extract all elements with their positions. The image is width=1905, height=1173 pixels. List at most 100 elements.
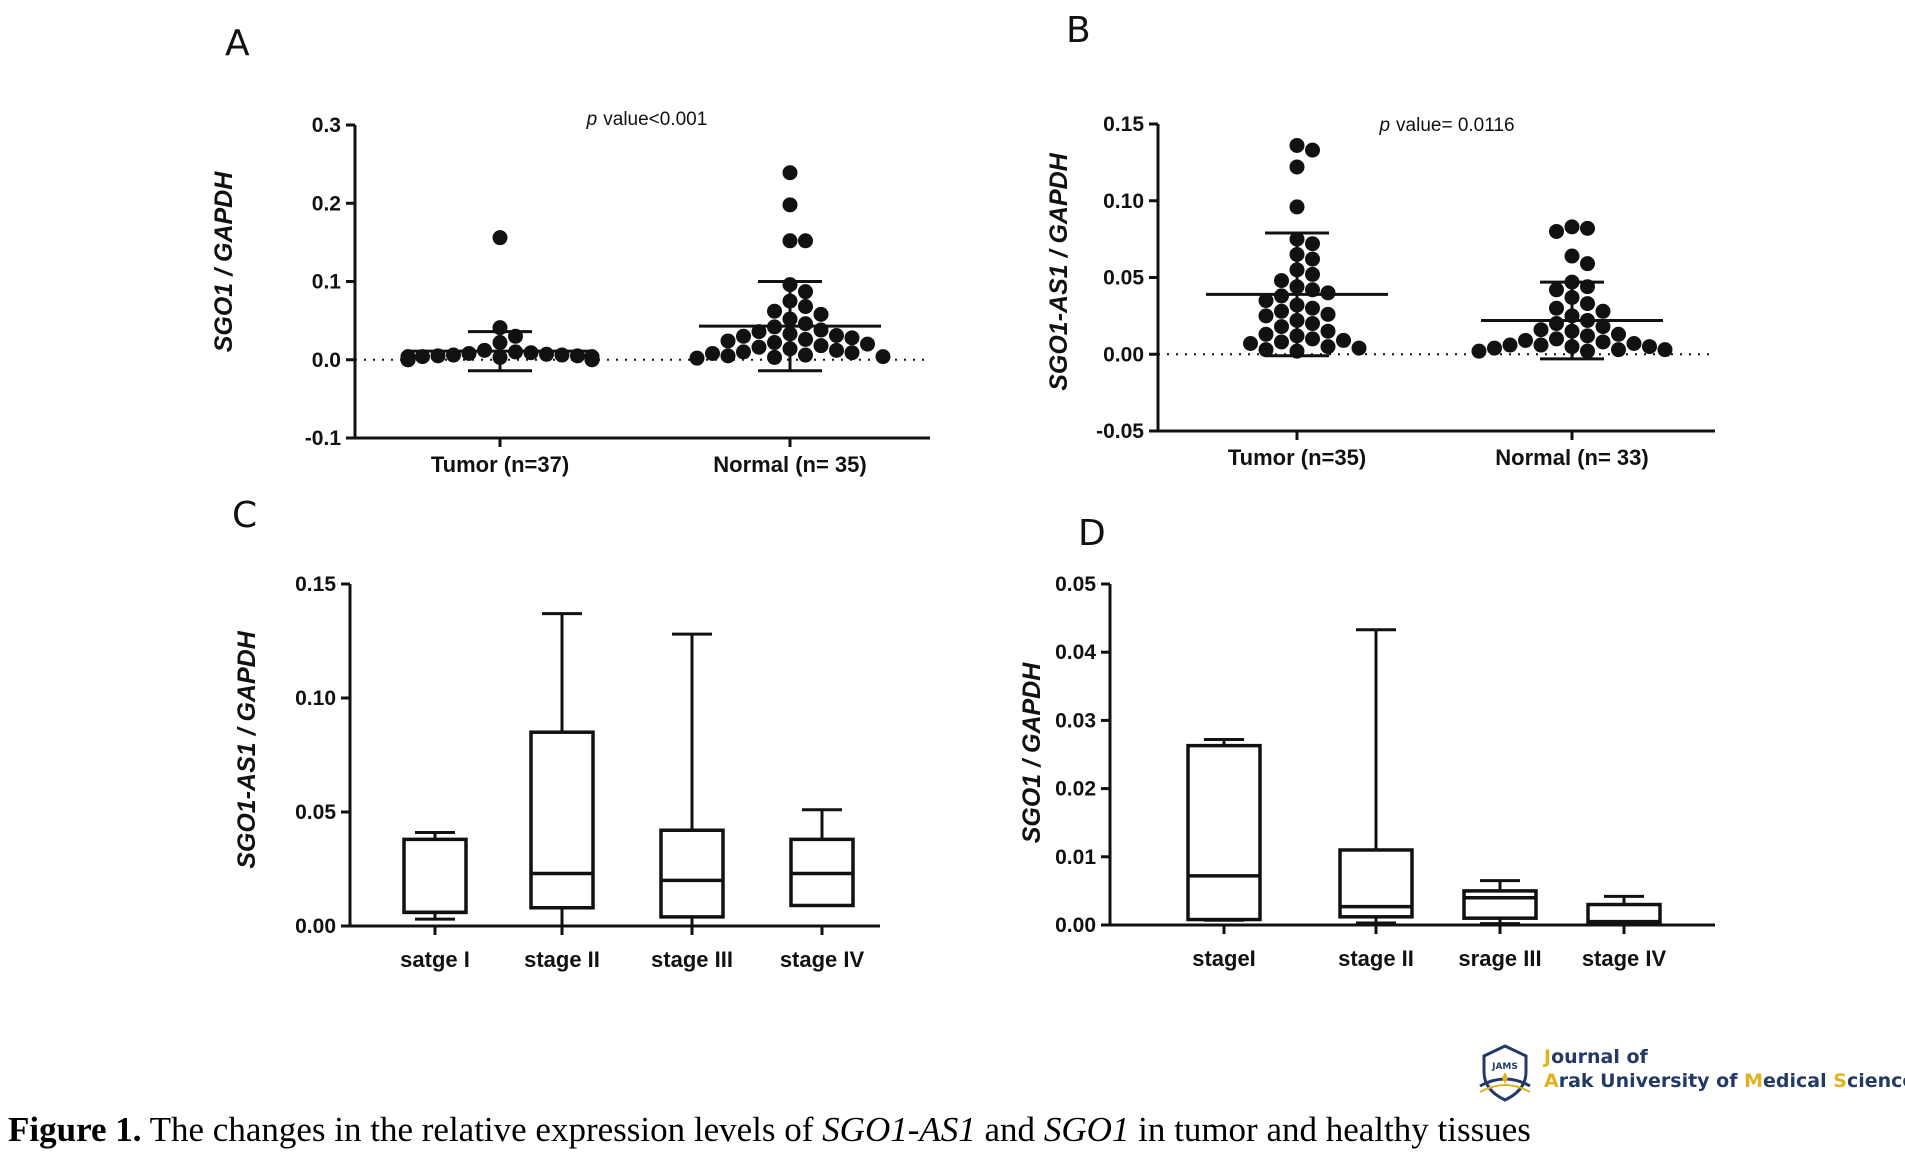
data-point-a [461,345,477,361]
data-point-a [798,316,813,332]
y-tick-label-c: 0.00 [295,915,336,938]
panel-c: C SGO1-AS1 / GAPDH 0.00 0.05 0.10 0.15 satge… [232,495,880,972]
data-point-a [751,324,767,340]
data-point-b [1305,142,1320,158]
p-value-annotation-b: p value= 0.0116 [1378,115,1514,136]
box-iqr-c [402,837,468,915]
data-point-b [1274,319,1289,335]
data-point-b [1611,326,1626,342]
y-tick-label-d: 0.05 [1055,573,1096,596]
data-point-b [1336,332,1351,348]
data-point-b [1258,342,1274,358]
data-point-b [1549,331,1564,347]
y-tick-label-b: 0.15 [1103,113,1144,136]
box-iqr-c [659,828,725,919]
caption-gene-1: SGO1-AS1 [822,1110,976,1149]
plot-area-b: -0.05 0.00 0.05 0.10 0.15 Tumor (n=35) Normal … [1096,113,1715,470]
logo-accent-j: J [1544,1046,1552,1068]
data-point-b [1533,322,1549,338]
y-tick-label-a: 0.0 [312,349,341,372]
data-point-a [689,350,705,366]
data-point-b [1595,334,1611,350]
data-point-b [1274,288,1289,304]
data-point-b [1243,336,1258,352]
data-point-a [720,348,736,364]
data-point-b [1305,236,1320,252]
y-tick-label-c: 0.10 [295,687,336,710]
y-tick-label-c: 0.15 [295,573,336,596]
data-point-b [1549,282,1564,298]
y-axis-label-c: SGO1-AS1 / GAPDH [233,630,261,868]
data-point-a [539,346,554,362]
logo-text-4: ciences [1846,1070,1905,1092]
panel-letter-c: C [232,495,257,536]
data-point-b [1502,337,1518,353]
data-point-b [1564,248,1580,264]
p-value-text-a: value<0.001 [603,109,707,130]
data-point-b [1274,303,1289,319]
box-iqr-d [1462,889,1538,920]
data-point-b [1626,336,1642,352]
p-symbol-a: p [586,109,598,130]
data-point-a [584,352,600,368]
logo-text-2: rak University of [1558,1070,1745,1092]
y-tick-label-d: 0.01 [1055,846,1096,869]
y-tick-label-a: 0.1 [312,271,342,294]
data-point-b [1320,323,1336,339]
x-category-label-b: Normal (n= 33) [1495,445,1648,470]
p-value-annotation-a: p value<0.001 [586,109,708,130]
data-point-b [1580,220,1595,236]
journal-emblem-icon: JAMS [1479,1044,1531,1102]
data-point-a [720,333,736,349]
panel-letter-d: D [1078,513,1106,554]
caption-text-1: The changes in the relative expression l… [141,1110,823,1149]
panel-a: A SGO1 / GAPDH p value<0.001 -0.1 0.0 0.1 0.… [210,23,930,477]
data-point-a [705,345,720,361]
x-category-label-d: stageI [1192,946,1256,971]
logo-text-3: edical [1763,1070,1834,1092]
data-point-b [1289,199,1305,215]
data-point-b [1320,339,1336,355]
y-tick-label-d: 0.02 [1055,778,1096,801]
y-tick-label-b: -0.05 [1096,420,1144,443]
data-point-a [798,233,813,249]
data-point-b [1305,316,1320,332]
journal-logo: JAMS Journal of Arak University of Medic… [1474,1042,1905,1104]
x-category-label-d: stage IV [1582,946,1667,971]
box-iqr-d [1586,902,1662,926]
y-tick-label-b: 0.00 [1103,343,1144,366]
data-point-a [875,349,891,365]
data-point-a [767,349,782,365]
data-point-b [1305,251,1320,267]
data-point-b [1320,285,1336,301]
y-tick-label-a: 0.2 [312,192,341,215]
panel-d: D SGO1 / GAPDH 0.00 0.01 0.02 0.03 0.04 0.05 s… [1018,513,1715,971]
y-axis-label-b: SGO1-AS1 / GAPDH [1045,152,1073,390]
data-point-a [782,165,798,181]
box-iqr-c [529,730,595,910]
y-tick-label-d: 0.04 [1055,641,1096,664]
data-point-a [844,345,860,361]
y-tick-label-d: 0.03 [1055,709,1096,732]
data-point-b [1471,343,1487,359]
data-point-b [1289,159,1305,175]
x-category-label-c: stage IV [780,947,865,972]
data-point-b [1258,308,1274,324]
data-point-a [798,331,813,347]
data-point-a [813,338,829,354]
plot-area-a: -0.1 0.0 0.1 0.2 0.3 Tumor (n=37) Normal (n= 3… [305,114,930,477]
data-point-b [1549,223,1564,239]
y-tick-label-c: 0.05 [295,801,336,824]
y-tick-label-a: -0.1 [305,427,342,450]
box-iqr-d [1186,743,1262,922]
x-category-label-d: stage II [1338,946,1414,971]
panel-letter-b: B [1066,10,1091,51]
x-category-label-a: Tumor (n=37) [431,452,569,477]
data-point-b [1258,326,1274,342]
x-category-label-c: satge I [400,947,470,972]
data-point-b [1258,293,1274,309]
data-point-a [400,352,416,368]
data-point-b [1533,337,1549,353]
data-point-b [1549,316,1564,332]
